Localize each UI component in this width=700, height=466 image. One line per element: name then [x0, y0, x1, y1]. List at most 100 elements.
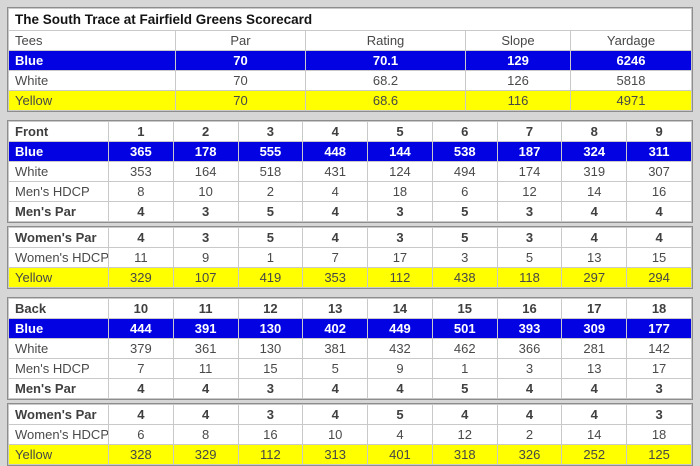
cell: 444	[108, 318, 174, 339]
cell: Slope	[465, 30, 571, 51]
cell: 294	[626, 267, 692, 288]
cell: 68.6	[305, 90, 466, 111]
cell: 70	[175, 90, 306, 111]
cell: Yardage	[570, 30, 692, 51]
row-label: Front	[8, 121, 109, 142]
front-nine-mens-table: Front 1 2 3 4 5 6 7 8 9 Blue 365 178 555 448 144 538 187 3…	[8, 121, 692, 222]
row-label: Men's Par	[8, 201, 109, 222]
cell: 4971	[570, 90, 692, 111]
row-label: Men's HDCP	[8, 358, 109, 379]
cell: 4	[108, 227, 174, 248]
cell: 5	[367, 404, 433, 425]
tee-row-yellow: Yellow 70 68.6 116 4971	[8, 90, 692, 111]
tee-row-blue: Blue 70 70.1 129 6246	[8, 50, 692, 71]
cell: 7	[302, 247, 369, 268]
back-nine-womens-table: Women's Par 4 4 3 4 5 4 4 4 3 Women's HDCP 6 8 16 10 4 1…	[8, 404, 692, 465]
column-header-row: Tees Par Rating Slope Yardage	[8, 30, 692, 51]
cell: 329	[108, 267, 174, 288]
cell: 5	[431, 227, 498, 248]
cell: 4	[302, 404, 369, 425]
cell: Par	[175, 30, 306, 51]
cell: 18	[626, 298, 692, 319]
cell: 297	[561, 267, 628, 288]
cell: 70.1	[305, 50, 466, 71]
cell: 4	[108, 201, 174, 222]
cell: 381	[302, 338, 369, 359]
mens-hdcp-row: Men's HDCP 8 10 2 4 18 6 12 14 16	[8, 181, 692, 202]
cell: 2	[496, 424, 563, 445]
blue-yardage-row: Blue 365 178 555 448 144 538 187 324 311	[8, 141, 692, 162]
cell: 438	[431, 267, 498, 288]
cell: 18	[367, 181, 433, 202]
cell: 252	[561, 444, 628, 465]
cell: 3	[237, 378, 304, 399]
cell: 3	[626, 404, 692, 425]
cell: 8	[108, 181, 174, 202]
cell: 7	[496, 121, 563, 142]
cell: 68.2	[305, 70, 466, 91]
cell: 18	[626, 424, 692, 445]
cell: 4	[172, 404, 239, 425]
cell: 164	[172, 161, 239, 182]
cell: 4	[367, 424, 433, 445]
row-label: Yellow	[8, 90, 176, 111]
scorecard-page: { "title": "The South Trace at Fairfield…	[7, 7, 693, 466]
back-nine-mens-table: Back 10 11 12 13 14 15 16 17 18 Blue 444 391 130 402 44…	[8, 298, 692, 399]
hole-number-row: Front 1 2 3 4 5 6 7 8 9	[8, 121, 692, 142]
cell: 353	[302, 267, 369, 288]
cell: 4	[626, 201, 692, 222]
cell: 4	[431, 404, 498, 425]
cell: 2	[172, 121, 239, 142]
cell: 6	[431, 121, 498, 142]
cell: 538	[431, 141, 498, 162]
white-yardage-row: White 379 361 130 381 432 462 366 281 142	[8, 338, 692, 359]
cell: 5	[237, 227, 304, 248]
cell: 4	[561, 404, 628, 425]
cell: 5	[302, 358, 369, 379]
cell: 112	[237, 444, 304, 465]
row-label: Back	[8, 298, 109, 319]
blue-yardage-row: Blue 444 391 130 402 449 501 393 309 177	[8, 318, 692, 339]
mens-hdcp-row: Men's HDCP 7 11 15 5 9 1 3 13 17	[8, 358, 692, 379]
cell: 130	[237, 338, 304, 359]
cell: 4	[496, 378, 563, 399]
cell: 70	[175, 50, 306, 71]
cell: 11	[108, 247, 174, 268]
row-label: Yellow	[8, 267, 109, 288]
cell: 4	[561, 227, 628, 248]
row-label: Yellow	[8, 444, 109, 465]
yellow-yardage-row: Yellow 329 107 419 353 112 438 118 297 294	[8, 267, 692, 288]
cell: 12	[237, 298, 304, 319]
cell: 431	[302, 161, 369, 182]
front-nine-womens-section: Women's Par 4 3 5 4 3 5 3 4 4 Women's HDCP 11 9 1 7 17 3…	[7, 226, 693, 289]
cell: 10	[108, 298, 174, 319]
cell: 4	[561, 378, 628, 399]
cell: 142	[626, 338, 692, 359]
row-label: Women's HDCP	[8, 424, 109, 445]
cell: 401	[367, 444, 433, 465]
cell: 15	[626, 247, 692, 268]
cell: 15	[237, 358, 304, 379]
cell: 16	[626, 181, 692, 202]
cell: 12	[496, 181, 563, 202]
cell: 4	[108, 404, 174, 425]
cell: 10	[172, 181, 239, 202]
cell: 6	[108, 424, 174, 445]
cell: 129	[465, 50, 571, 71]
cell: 5	[431, 378, 498, 399]
cell: 432	[367, 338, 433, 359]
cell: 3	[237, 404, 304, 425]
cell: 4	[367, 378, 433, 399]
cell: 124	[367, 161, 433, 182]
cell: 8	[172, 424, 239, 445]
cell: 1	[431, 358, 498, 379]
cell: 402	[302, 318, 369, 339]
cell: 3	[172, 227, 239, 248]
cell: Rating	[305, 30, 466, 51]
cell: 17	[626, 358, 692, 379]
cell: 391	[172, 318, 239, 339]
cell: 419	[237, 267, 304, 288]
cell: 4	[302, 181, 369, 202]
cell: 313	[302, 444, 369, 465]
cell: 379	[108, 338, 174, 359]
